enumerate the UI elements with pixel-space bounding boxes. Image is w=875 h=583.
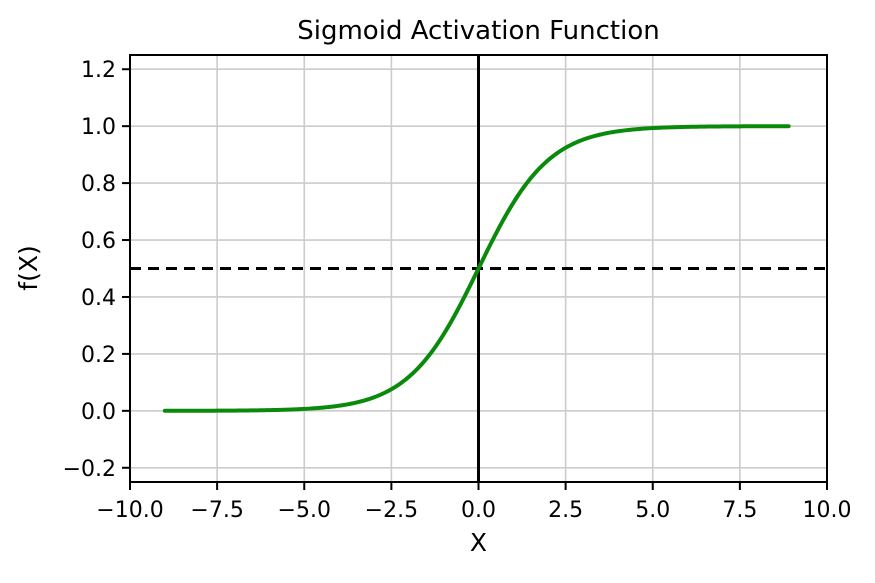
x-tick-label: 2.5: [548, 498, 583, 523]
y-tick-label: 0.4: [81, 286, 116, 311]
y-tick-label: 1.0: [81, 115, 116, 140]
y-tick-label: 0.6: [81, 229, 116, 254]
y-tick-label: 0.0: [81, 400, 116, 425]
y-tick-label: −0.2: [63, 457, 116, 482]
x-axis-label: X: [469, 528, 488, 557]
y-tick-label: 0.2: [81, 343, 116, 368]
chart-title: Sigmoid Activation Function: [297, 16, 660, 46]
x-tick-label: −5.0: [278, 498, 331, 523]
x-tick-label: −10.0: [96, 498, 163, 523]
x-tick-label: 7.5: [722, 498, 757, 523]
y-tick-label: 0.8: [81, 172, 116, 197]
sigmoid-curve: [162, 124, 791, 413]
x-tick-label: 0.0: [461, 498, 496, 523]
x-tick-label: −2.5: [365, 498, 418, 523]
x-tick-label: −7.5: [190, 498, 243, 523]
x-tick-label: 5.0: [635, 498, 670, 523]
x-tick-label: 10.0: [803, 498, 852, 523]
y-tick-label: 1.2: [81, 58, 116, 83]
